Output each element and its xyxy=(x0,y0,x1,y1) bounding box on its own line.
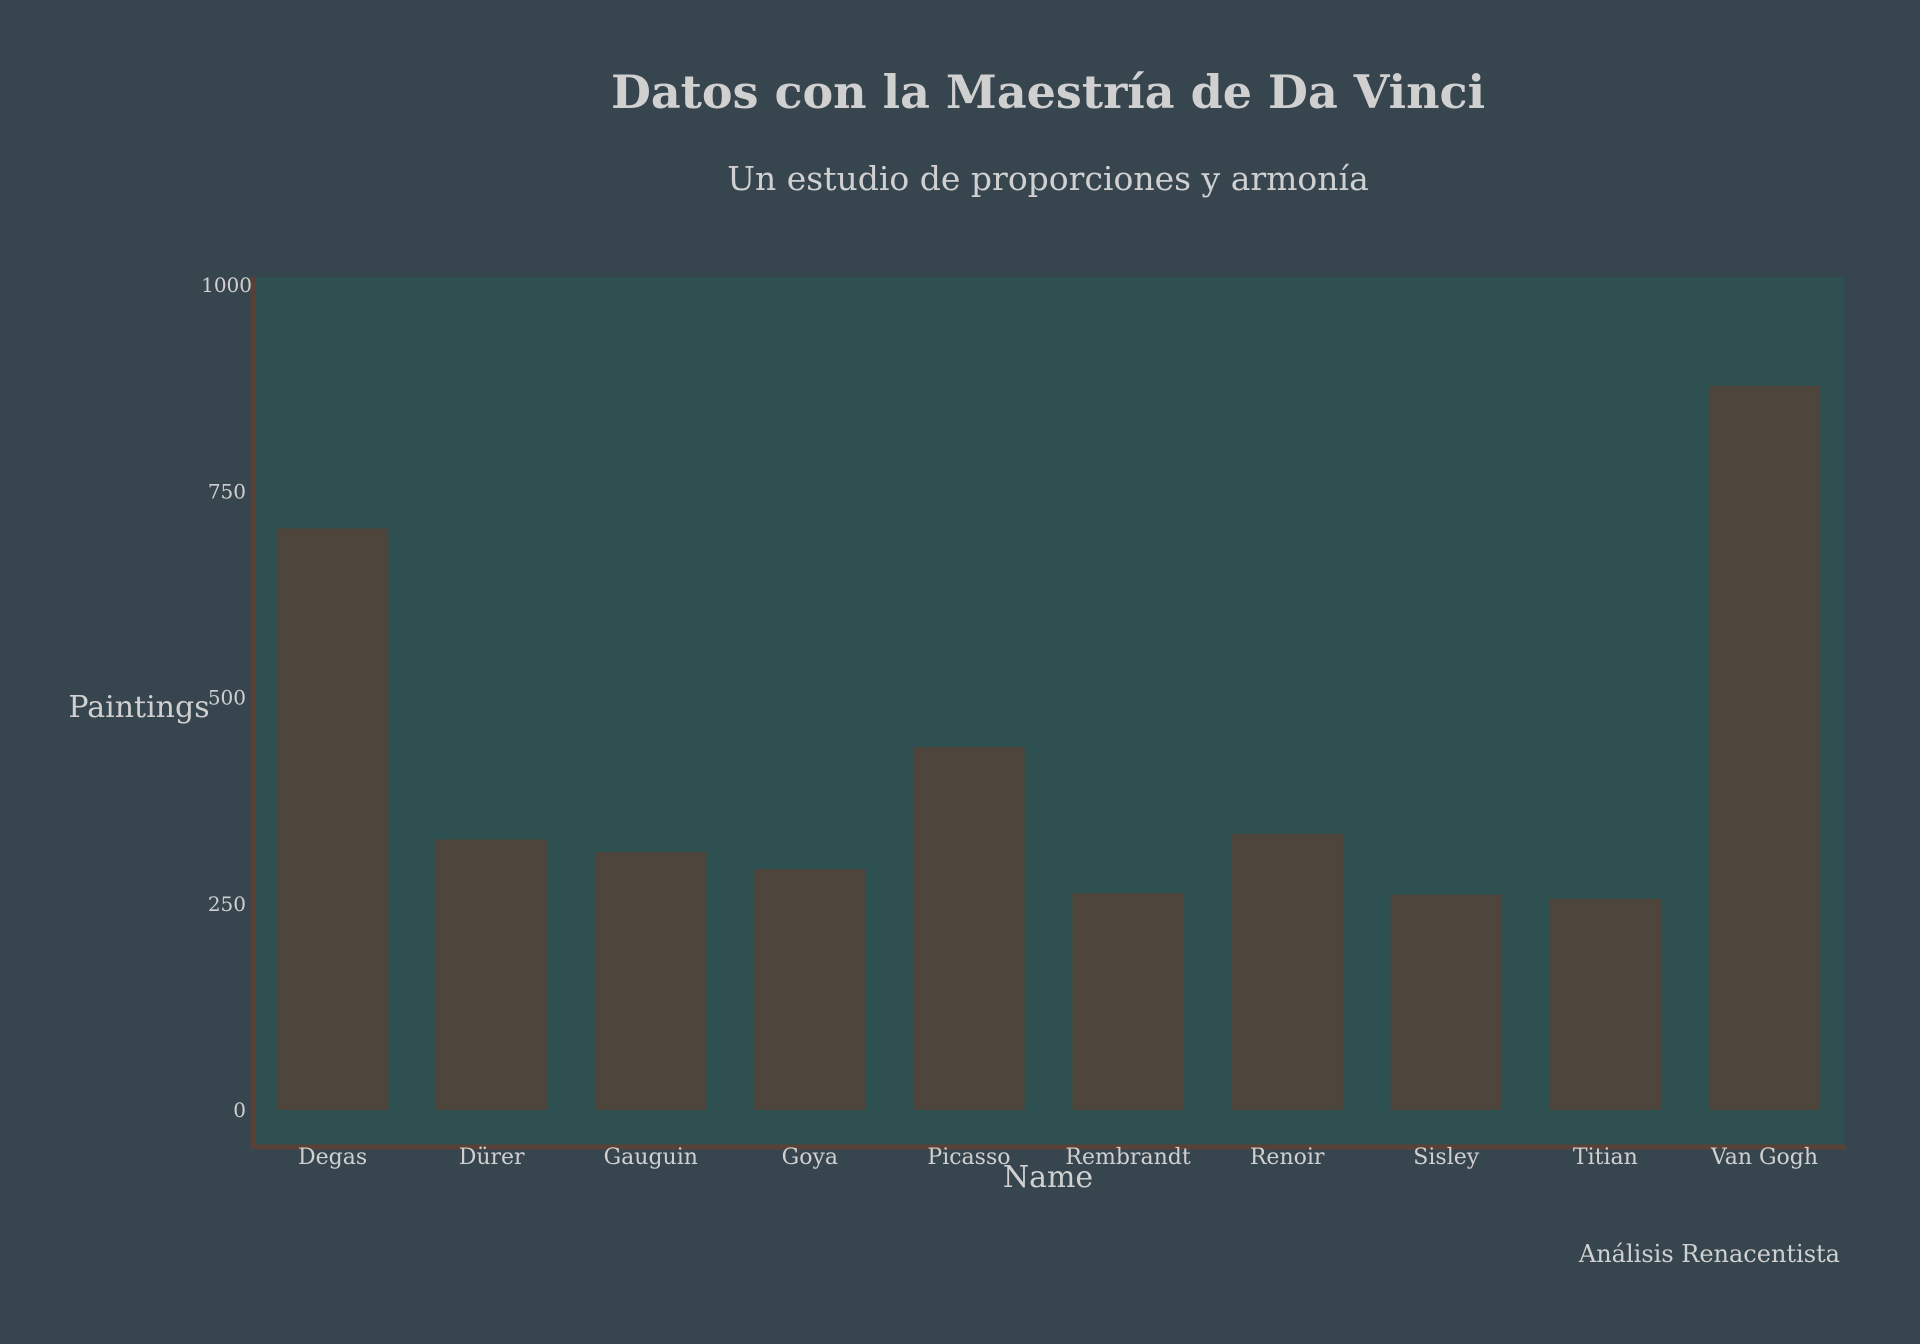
bar-d-rer xyxy=(435,839,548,1110)
y-tick-label: 1000 xyxy=(201,273,252,297)
bar-picasso xyxy=(913,747,1025,1110)
annotation-text: Análisis Renacentista xyxy=(1578,1240,1840,1268)
bar-gauguin xyxy=(595,851,707,1110)
chart-subtitle: Un estudio de proporciones y armonía xyxy=(727,159,1369,198)
bar-van-gogh xyxy=(1708,385,1821,1110)
x-tick-label: Rembrandt xyxy=(1065,1145,1190,1170)
bar-sisley xyxy=(1390,894,1502,1110)
x-tick-label: Dürer xyxy=(459,1145,525,1170)
bar-renoir xyxy=(1231,833,1343,1111)
x-tick-label: Sisley xyxy=(1413,1145,1479,1170)
y-tick-labels: 0 250 500 750 1000 xyxy=(201,273,252,1122)
y-tick-label: 0 xyxy=(233,1098,246,1122)
x-axis-label: Name xyxy=(1003,1160,1093,1195)
x-tick-label: Titian xyxy=(1573,1145,1638,1170)
y-tick-label: 500 xyxy=(208,686,246,710)
y-tick-label: 750 xyxy=(208,479,246,503)
bar-titian xyxy=(1549,898,1662,1110)
x-tick-labels: Degas Dürer Gauguin Goya Picasso Rembrandt Ren… xyxy=(298,1145,1818,1170)
y-axis-label: Paintings xyxy=(68,690,209,725)
x-tick-label: Renoir xyxy=(1250,1145,1325,1170)
y-tick-label: 250 xyxy=(208,892,246,916)
bars-group xyxy=(276,385,1821,1111)
x-tick-label: Picasso xyxy=(927,1145,1010,1170)
x-tick-label: Gauguin xyxy=(604,1145,698,1170)
chart-title: Datos con la Maestría de Da Vinci xyxy=(611,65,1485,119)
bar-rembrandt xyxy=(1072,893,1184,1110)
x-tick-label: Degas xyxy=(298,1145,367,1170)
x-tick-label: Van Gogh xyxy=(1710,1145,1818,1170)
bar-degas xyxy=(276,528,389,1111)
bar-goya xyxy=(754,869,866,1110)
x-tick-label: Goya xyxy=(782,1145,838,1170)
